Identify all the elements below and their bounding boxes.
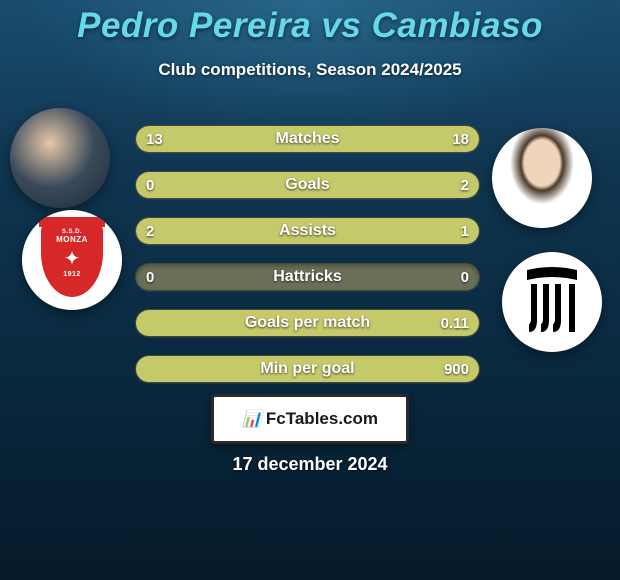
brand-box[interactable]: 📊 FcTables.com [211,394,409,444]
stat-row: Assists21 [135,217,480,245]
monza-shield-icon: S.S.D. MONZA ✦ 1912 [41,223,103,297]
stat-row: Min per goal900 [135,355,480,383]
stat-value-left: 0 [146,264,154,290]
stat-fill-left [136,126,280,152]
club-right-logo [502,252,602,352]
brand-chart-icon: 📊 [242,409,262,429]
juventus-logo-icon [517,262,587,342]
stat-fill-right [136,172,479,198]
stat-fill-right [136,356,479,382]
stat-fill-right [366,218,479,244]
stat-fill-left [136,218,366,244]
date-label: 17 december 2024 [0,454,620,475]
player-right-avatar [492,128,592,228]
stat-row: Goals per match0.11 [135,309,480,337]
stat-row: Goals02 [135,171,480,199]
page-subtitle: Club competitions, Season 2024/2025 [0,60,620,80]
monza-text-name: MONZA [56,236,88,245]
stat-fill-right [280,126,479,152]
stat-row: Matches1318 [135,125,480,153]
stats-bars: Matches1318 Goals02 Assists21 Hattricks0 0 Go… [135,125,480,401]
stat-fill-right [136,310,479,336]
brand-text: FcTables.com [266,409,378,429]
main-container: Pedro Pereira vs Cambiaso Club competiti… [0,0,620,580]
stat-value-right: 0 [461,264,469,290]
page-title: Pedro Pereira vs Cambiaso [0,6,620,46]
club-left-logo: S.S.D. MONZA ✦ 1912 [22,210,122,310]
monza-cross-icon: ✦ [64,246,81,271]
player-left-avatar [10,108,110,208]
stat-label: Hattricks [136,264,479,290]
monza-text-year: 1912 [63,271,81,279]
stat-row: Hattricks0 0 [135,263,480,291]
